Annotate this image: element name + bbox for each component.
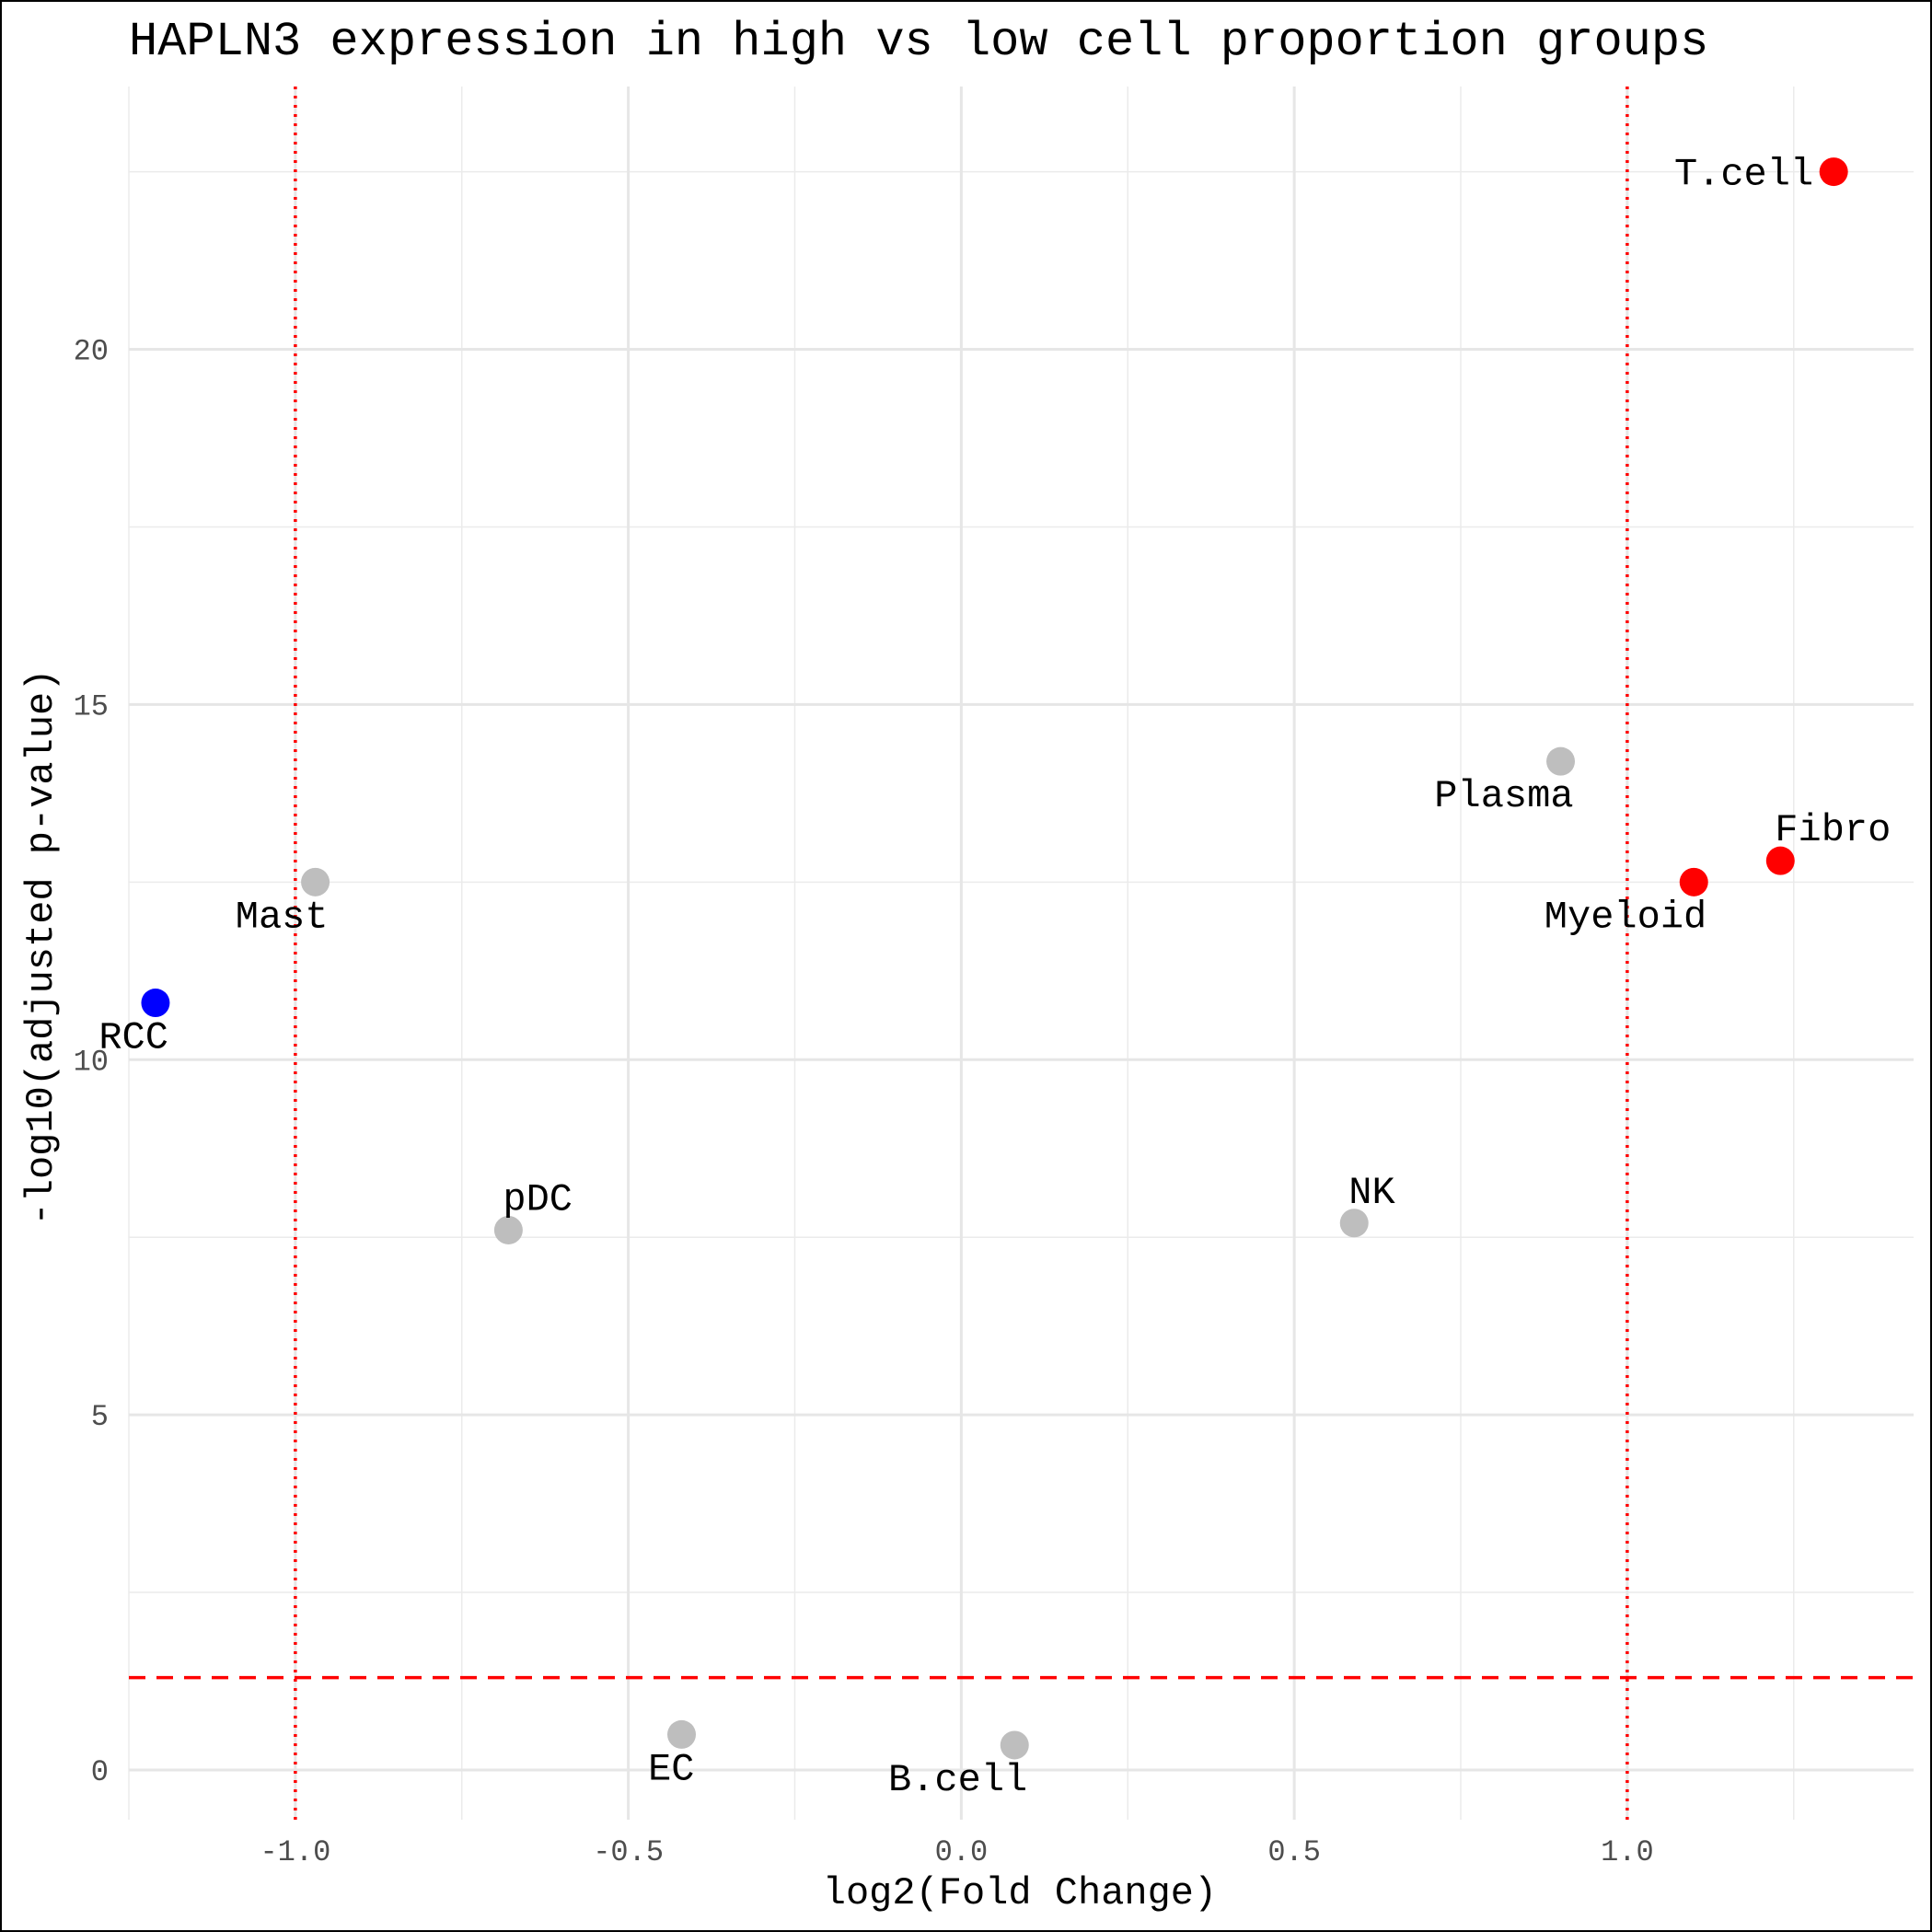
y-tick-label: 0 <box>91 1755 109 1789</box>
point-label: Myeloid <box>1544 895 1706 939</box>
x-tick-label: 0.5 <box>1267 1835 1321 1869</box>
point-label: RCC <box>98 1016 168 1060</box>
point-label: T.cell <box>1674 153 1813 197</box>
point-label: Fibro <box>1775 808 1891 852</box>
grid <box>128 87 1914 1820</box>
x-axis-title: log2(Fold Change) <box>823 1871 1217 1915</box>
x-tick-label: -0.5 <box>593 1835 664 1869</box>
reference-lines <box>129 87 1914 1820</box>
y-tick-label: 10 <box>74 1045 109 1079</box>
point-labels: T.cell Plasma Fibro Myeloid Mast RCC NK pDC EC B.… <box>98 153 1891 1802</box>
data-point <box>1765 846 1795 875</box>
data-point <box>1000 1730 1029 1760</box>
x-tick-label: 0.0 <box>935 1835 989 1869</box>
data-points <box>141 157 1848 1760</box>
data-point <box>1546 746 1576 776</box>
point-label: Plasma <box>1434 774 1573 818</box>
point-label: B.cell <box>888 1758 1027 1802</box>
data-point <box>667 1719 697 1749</box>
point-label: Mast <box>236 895 329 939</box>
x-tick-label: 1.0 <box>1601 1835 1654 1869</box>
data-point <box>301 867 330 897</box>
data-point <box>1339 1209 1369 1238</box>
y-tick-label: 15 <box>74 689 109 723</box>
axis-ticks: -1.0 -0.5 0.0 0.5 1.0 0 5 10 15 20 <box>74 335 1654 1869</box>
data-point <box>141 989 170 1018</box>
data-point <box>1819 157 1848 187</box>
data-point <box>493 1215 523 1244</box>
y-tick-label: 5 <box>91 1400 109 1434</box>
y-tick-label: 20 <box>74 335 109 369</box>
point-label: pDC <box>503 1177 573 1221</box>
data-point <box>1679 867 1708 897</box>
point-label: EC <box>648 1747 694 1791</box>
chart-title: HAPLN3 expression in high vs low cell pr… <box>129 15 1708 69</box>
point-label: NK <box>1348 1171 1395 1215</box>
x-tick-label: -1.0 <box>260 1835 330 1869</box>
y-axis-title: -log10(adjusted p-value) <box>19 669 64 1226</box>
